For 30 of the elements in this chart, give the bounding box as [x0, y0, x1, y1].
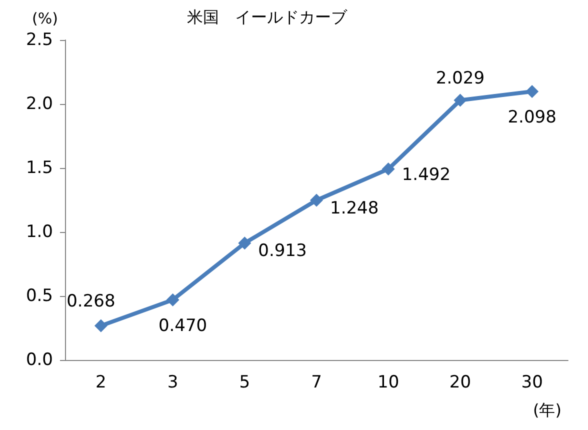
- data-label: 2.029: [436, 68, 485, 88]
- chart-title: 米国 イールドカーブ: [187, 8, 348, 26]
- point: [526, 84, 539, 98]
- point: [166, 293, 180, 306]
- x-tick-label: 2: [96, 372, 106, 392]
- y-tick-label: 2.0: [26, 94, 53, 114]
- point: [382, 162, 395, 176]
- y-tick-label: 0.0: [26, 350, 53, 370]
- point: [94, 319, 108, 332]
- x-tick-label: 7: [311, 372, 322, 392]
- y-tick-label: 0.5: [26, 286, 53, 306]
- x-axis-title: (年): [533, 400, 562, 420]
- data-label: 0.470: [158, 316, 208, 336]
- point: [454, 94, 467, 107]
- point: [310, 194, 323, 207]
- x-tick-label: 10: [378, 372, 400, 392]
- data-label: 0.913: [258, 241, 307, 262]
- point: [238, 236, 252, 250]
- data-label: 1.248: [330, 198, 379, 218]
- y-tick-label: 1.5: [26, 158, 53, 178]
- data-label: 1.492: [402, 165, 451, 186]
- y-axis-title: (%): [32, 10, 58, 28]
- data-label: 0.268: [66, 292, 116, 312]
- x-tick-label: 3: [167, 372, 178, 392]
- y-tick-label: 1.0: [26, 222, 53, 242]
- x-tick-label: 30: [521, 372, 543, 392]
- x-tick-label: 20: [449, 372, 472, 392]
- x-tick-label: 5: [239, 372, 250, 392]
- data-label: 2.098: [508, 107, 556, 128]
- y-tick-label: 2.5: [26, 30, 53, 50]
